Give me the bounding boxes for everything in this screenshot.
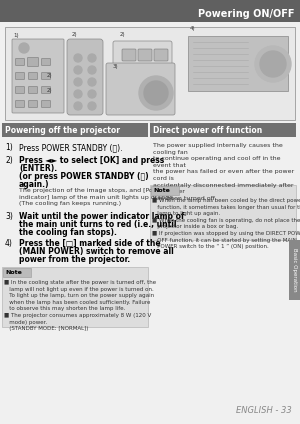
FancyBboxPatch shape bbox=[150, 123, 296, 137]
FancyBboxPatch shape bbox=[151, 186, 179, 195]
Text: (or press POWER STANDBY (␀): (or press POWER STANDBY (␀) bbox=[19, 172, 148, 181]
FancyBboxPatch shape bbox=[28, 100, 38, 108]
Circle shape bbox=[139, 76, 173, 110]
FancyBboxPatch shape bbox=[289, 240, 300, 300]
Text: Note: Note bbox=[153, 189, 170, 193]
Text: 2): 2) bbox=[120, 32, 126, 37]
Circle shape bbox=[19, 43, 29, 53]
Text: Powering off the projector: Powering off the projector bbox=[5, 126, 120, 135]
Circle shape bbox=[88, 102, 96, 110]
Text: Wait until the power indicator lamp of: Wait until the power indicator lamp of bbox=[19, 212, 185, 221]
Text: Press POWER STANDBY (␀).: Press POWER STANDBY (␀). bbox=[19, 143, 122, 152]
Text: Press ◄► to select [OK] and press: Press ◄► to select [OK] and press bbox=[19, 156, 164, 165]
Text: 3): 3) bbox=[113, 64, 118, 69]
Circle shape bbox=[88, 90, 96, 98]
Text: The power supplied internally causes the cooling fan
to continue operating and c: The power supplied internally causes the… bbox=[153, 143, 294, 201]
Text: indicator] lamp of the main unit lights up orange.: indicator] lamp of the main unit lights … bbox=[19, 195, 175, 200]
Circle shape bbox=[88, 54, 96, 62]
Circle shape bbox=[74, 54, 82, 62]
Text: ENGLISH - 33: ENGLISH - 33 bbox=[236, 406, 292, 415]
Text: Direct power off function: Direct power off function bbox=[153, 126, 262, 135]
FancyBboxPatch shape bbox=[12, 39, 64, 113]
FancyBboxPatch shape bbox=[150, 137, 296, 422]
FancyBboxPatch shape bbox=[3, 268, 31, 277]
FancyBboxPatch shape bbox=[2, 137, 150, 422]
FancyBboxPatch shape bbox=[106, 63, 175, 115]
Text: Basic Operation: Basic Operation bbox=[292, 248, 297, 292]
FancyBboxPatch shape bbox=[16, 100, 25, 108]
FancyBboxPatch shape bbox=[67, 39, 103, 115]
FancyBboxPatch shape bbox=[41, 100, 50, 108]
Text: the cooling fan stops).: the cooling fan stops). bbox=[19, 228, 117, 237]
FancyBboxPatch shape bbox=[2, 267, 148, 327]
FancyBboxPatch shape bbox=[154, 49, 168, 61]
FancyBboxPatch shape bbox=[122, 49, 136, 61]
Circle shape bbox=[144, 81, 168, 105]
Text: ■ When the lamp has been cooled by the direct power off
   function, it sometime: ■ When the lamp has been cooled by the d… bbox=[152, 198, 300, 249]
FancyBboxPatch shape bbox=[16, 73, 25, 80]
Text: (ENTER).: (ENTER). bbox=[19, 164, 57, 173]
Text: 1): 1) bbox=[13, 33, 19, 38]
Text: (The cooling fan keeps running.): (The cooling fan keeps running.) bbox=[19, 201, 121, 206]
FancyBboxPatch shape bbox=[41, 59, 50, 65]
Polygon shape bbox=[130, 68, 145, 83]
Text: ■ In the cooling state after the power is turned off, the
   lamp will not light: ■ In the cooling state after the power i… bbox=[4, 280, 156, 331]
Circle shape bbox=[74, 102, 82, 110]
Text: again.): again.) bbox=[19, 180, 50, 189]
FancyBboxPatch shape bbox=[188, 36, 288, 91]
Circle shape bbox=[74, 90, 82, 98]
Text: 2): 2) bbox=[47, 73, 52, 78]
Text: 4): 4) bbox=[5, 239, 13, 248]
FancyBboxPatch shape bbox=[28, 58, 38, 67]
FancyBboxPatch shape bbox=[28, 86, 38, 94]
Circle shape bbox=[74, 78, 82, 86]
Text: 2): 2) bbox=[72, 32, 78, 37]
Text: 1): 1) bbox=[5, 143, 13, 152]
Text: 2): 2) bbox=[47, 88, 52, 93]
FancyBboxPatch shape bbox=[41, 86, 50, 94]
Circle shape bbox=[260, 51, 286, 77]
FancyBboxPatch shape bbox=[16, 59, 25, 65]
Text: Powering ON/OFF: Powering ON/OFF bbox=[199, 9, 295, 19]
FancyBboxPatch shape bbox=[113, 41, 172, 70]
Text: 4): 4) bbox=[190, 26, 196, 31]
FancyBboxPatch shape bbox=[0, 0, 300, 22]
Text: (MAIN POWER) switch to remove all: (MAIN POWER) switch to remove all bbox=[19, 247, 174, 256]
Text: the main unit turns to red (i.e., until: the main unit turns to red (i.e., until bbox=[19, 220, 176, 229]
Text: The projection of the image stops, and [Power: The projection of the image stops, and [… bbox=[19, 188, 164, 193]
Text: 2): 2) bbox=[5, 156, 13, 165]
Circle shape bbox=[255, 46, 291, 82]
Text: Press the [□] marked side of the: Press the [□] marked side of the bbox=[19, 239, 161, 248]
Text: power from the projector.: power from the projector. bbox=[19, 255, 130, 264]
FancyBboxPatch shape bbox=[16, 86, 25, 94]
FancyBboxPatch shape bbox=[28, 73, 38, 80]
Text: 3): 3) bbox=[5, 212, 13, 221]
FancyBboxPatch shape bbox=[41, 73, 50, 80]
FancyBboxPatch shape bbox=[138, 49, 152, 61]
FancyBboxPatch shape bbox=[150, 185, 296, 240]
Circle shape bbox=[88, 66, 96, 74]
FancyBboxPatch shape bbox=[2, 123, 148, 137]
Circle shape bbox=[74, 66, 82, 74]
Text: Note: Note bbox=[5, 271, 22, 276]
Circle shape bbox=[88, 78, 96, 86]
FancyBboxPatch shape bbox=[0, 22, 300, 424]
FancyBboxPatch shape bbox=[5, 27, 295, 120]
